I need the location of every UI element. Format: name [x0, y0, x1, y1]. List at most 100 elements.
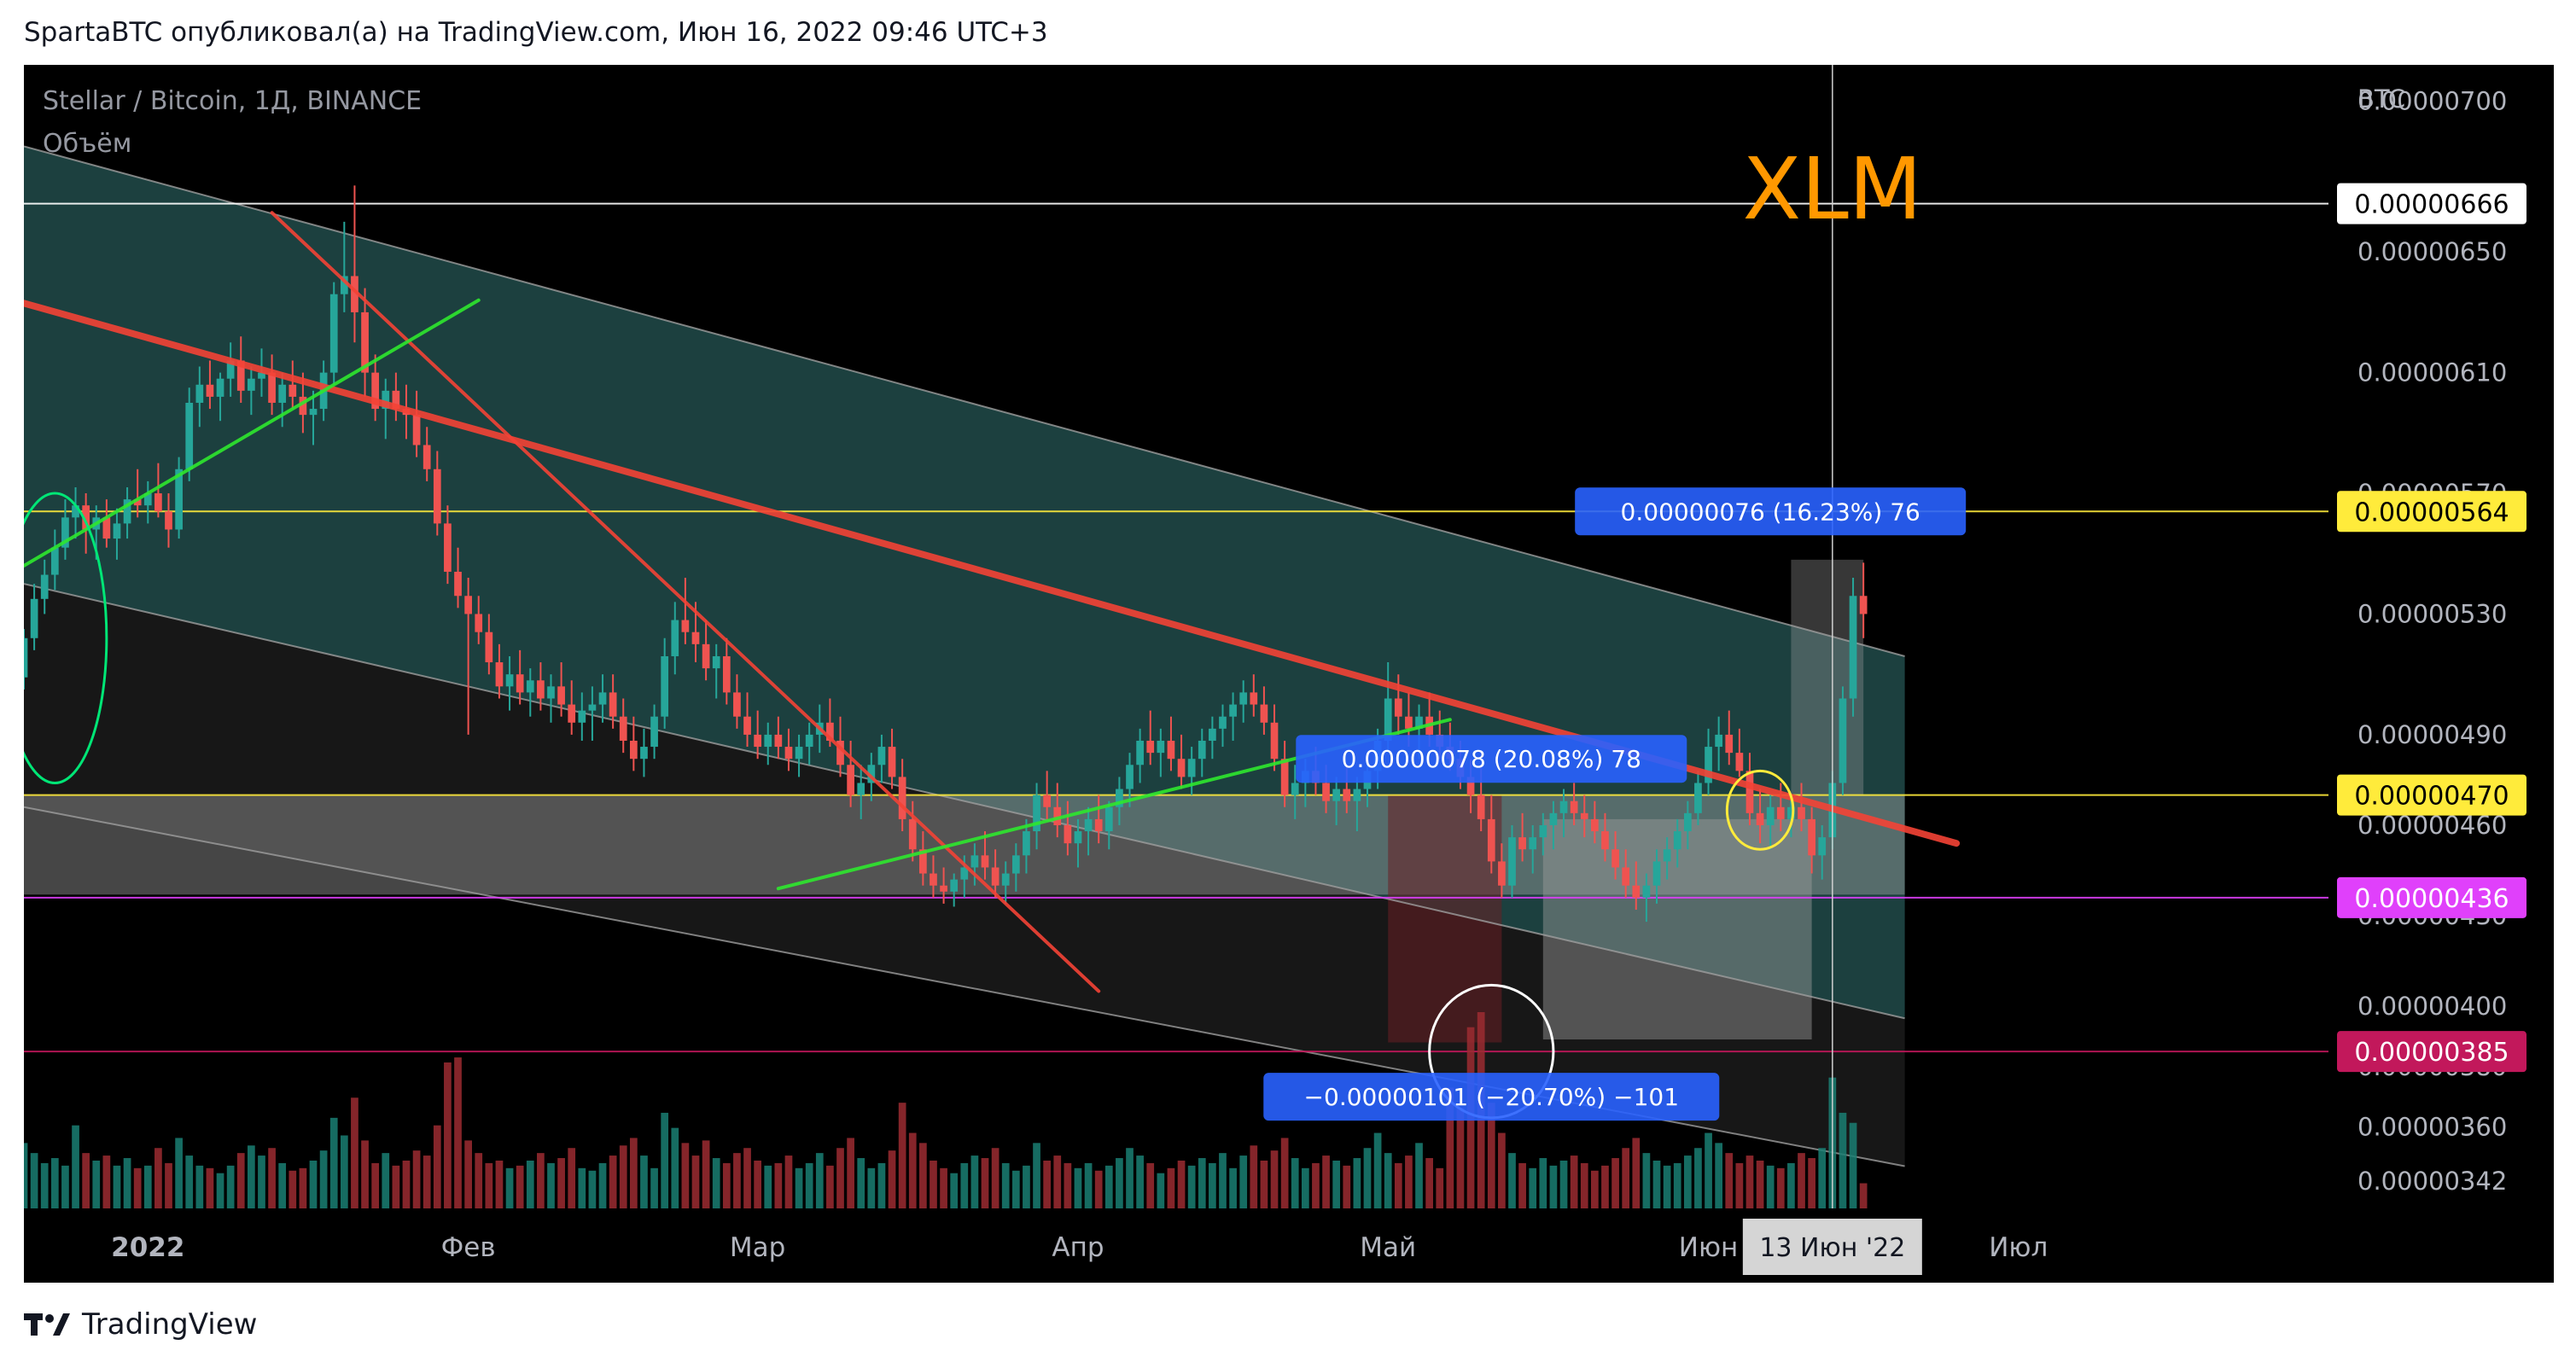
candle-body	[1518, 837, 1526, 850]
candle-body	[40, 574, 49, 599]
time-tick-label: Мар	[730, 1232, 785, 1263]
volume-bar	[50, 1158, 59, 1208]
candle-body	[733, 692, 741, 717]
price-axis	[2328, 65, 2554, 1283]
candle-body	[1064, 824, 1072, 844]
measure-label-text: 0.00000078 (20.08%) 78	[1342, 745, 1641, 773]
volume-bar	[444, 1062, 452, 1208]
volume-bar	[826, 1165, 834, 1208]
volume-bar	[206, 1167, 214, 1208]
volume-bar	[815, 1153, 824, 1208]
candle-body	[1508, 837, 1516, 886]
price-level-badge: 0.00000666	[2337, 183, 2526, 224]
candle-body	[288, 384, 297, 397]
price-level-badge: 0.00000436	[2337, 876, 2526, 918]
candle-body	[1466, 777, 1475, 795]
volume-bar	[258, 1156, 265, 1208]
volume-bar	[960, 1162, 969, 1208]
candle-body	[113, 523, 121, 539]
volume-bar	[619, 1145, 627, 1208]
measure-label-bg	[1575, 487, 1967, 536]
volume-bar	[236, 1153, 245, 1208]
candle-body	[61, 517, 69, 548]
tradingview-logo-icon[interactable]	[24, 1312, 70, 1337]
candle-body	[1798, 806, 1805, 819]
candle-body	[557, 686, 565, 705]
candle-body	[950, 879, 959, 892]
volume-bar	[1343, 1165, 1351, 1208]
volume-bar	[72, 1125, 79, 1208]
volume-bar	[1023, 1165, 1030, 1208]
candle-body	[423, 445, 431, 469]
candle-body	[433, 469, 441, 524]
candle-body	[1756, 812, 1764, 825]
candle-body	[475, 614, 483, 632]
candle-body	[1642, 885, 1651, 898]
time-tick-label: Июл	[1989, 1232, 2048, 1263]
volume-bar	[309, 1160, 318, 1208]
volume-bar	[1157, 1173, 1165, 1208]
volume-bar	[1363, 1148, 1372, 1208]
volume-bar	[1725, 1153, 1734, 1208]
chart-panel[interactable]: 0.00000076 (16.23%) 76 0.00000078 (20.08%…	[24, 65, 2554, 1283]
candle-body	[650, 716, 658, 748]
volume-bar	[1446, 1087, 1454, 1208]
price-chart[interactable]: 0.00000076 (16.23%) 76 0.00000078 (20.08%…	[24, 65, 2554, 1283]
volume-bar	[1198, 1158, 1206, 1208]
candle-body	[185, 402, 194, 469]
candle-body	[1683, 812, 1692, 832]
candle-body	[1353, 789, 1361, 801]
candle-body	[72, 505, 79, 518]
candle-body	[464, 596, 472, 614]
indicator-label: Объём	[43, 129, 131, 159]
volume-bar	[1064, 1162, 1072, 1208]
volume-bar	[1033, 1143, 1040, 1208]
candle-body	[361, 311, 369, 373]
candle-body	[609, 692, 617, 717]
volume-bar	[691, 1156, 700, 1208]
candle-body	[143, 493, 152, 506]
volume-bar	[1146, 1162, 1155, 1208]
volume-bar	[1622, 1148, 1630, 1208]
candle-body	[175, 469, 183, 530]
candle-body	[82, 505, 90, 530]
candle-body	[805, 734, 813, 748]
candle-body	[1187, 759, 1196, 777]
candle-body	[743, 716, 751, 735]
volume-bar	[505, 1167, 514, 1208]
publication-header: SpartaBTC опубликовал(а) на TradingView.…	[24, 17, 1048, 48]
volume-bar	[722, 1162, 731, 1208]
candle-body	[1023, 831, 1030, 856]
volume-bar	[371, 1162, 380, 1208]
volume-bar	[268, 1148, 276, 1208]
candle-body	[30, 598, 38, 638]
symbol-title: Stellar / Bitcoin, 1Д, BINANCE	[43, 86, 422, 116]
candle-body	[1549, 812, 1558, 825]
candle-body	[123, 499, 131, 524]
green-trend-line	[24, 298, 481, 568]
candle-body	[1859, 596, 1868, 614]
candle-body	[1167, 740, 1175, 760]
volume-bar	[1239, 1156, 1248, 1208]
volume-bar	[1332, 1160, 1341, 1208]
volume-bar	[888, 1150, 896, 1208]
footer-brand[interactable]: TradingView	[82, 1307, 258, 1342]
candle-body	[1198, 740, 1206, 760]
candle-body	[1611, 849, 1619, 868]
candle-body	[154, 493, 162, 512]
volume-bar	[30, 1153, 38, 1208]
price-level-badge-bg	[2337, 491, 2526, 533]
volume-bar	[495, 1160, 504, 1208]
volume-bar	[908, 1132, 917, 1208]
candle-body	[382, 390, 390, 410]
candle-body	[1632, 885, 1641, 898]
candle-body	[940, 885, 947, 892]
candle-body	[568, 704, 576, 723]
volume-bar	[1394, 1162, 1402, 1208]
volume-bar	[288, 1170, 297, 1208]
candle-body	[165, 511, 172, 530]
volume-bar	[1756, 1160, 1764, 1208]
volume-bar	[1126, 1148, 1134, 1208]
volume-bar	[340, 1135, 348, 1208]
candle-body	[1250, 692, 1258, 705]
